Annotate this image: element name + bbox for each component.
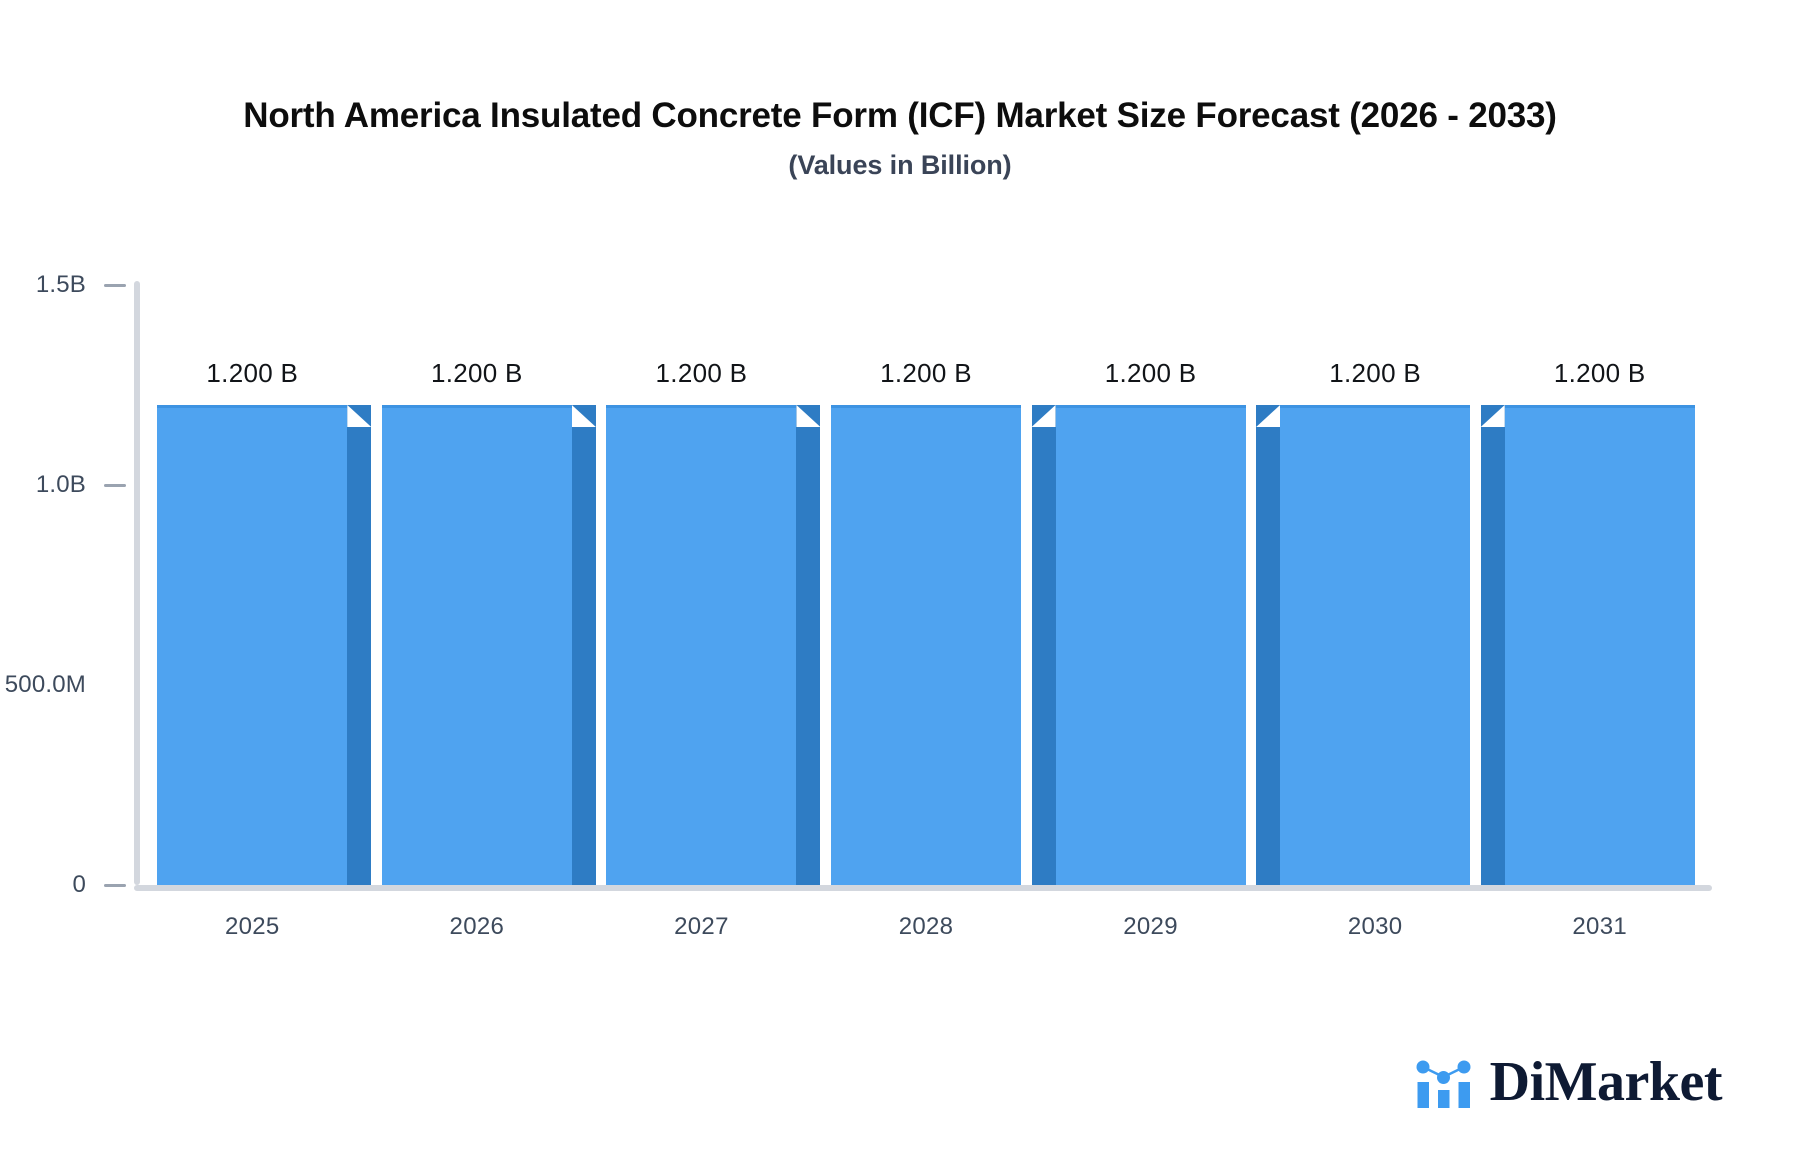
bar-depth-panel	[571, 405, 596, 885]
bar-value-label: 1.200 B	[1329, 358, 1421, 388]
y-axis-tick-dash	[104, 483, 126, 487]
bar-chart-trend-icon	[1416, 1060, 1471, 1108]
bar-depth-cap	[796, 405, 821, 427]
bar-slot: 1.200 B 2029	[1031, 285, 1246, 940]
bar-depth-panel	[796, 405, 821, 885]
bar-slot: 1.200 B 2026	[381, 285, 596, 940]
logo-wordmark: DiMarket	[1489, 1051, 1723, 1113]
bar-2025[interactable]: 1.200 B	[157, 358, 372, 885]
plot-area: 0 500.0M 1.0B 1.5B 1.200 B 2025 1.200 B 2026 1.…	[5, 271, 1712, 940]
bar-value-label: 1.200 B	[206, 358, 299, 388]
x-axis-line	[134, 885, 1712, 891]
bar-2030[interactable]: 1.200 B	[1256, 358, 1471, 885]
x-axis-tick-label: 2030	[1347, 913, 1403, 940]
bar-slot: 1.200 B 2028	[831, 285, 1021, 940]
y-axis-tick-label: 1.0B	[35, 471, 86, 498]
bar-face	[1504, 405, 1695, 885]
bar-depth-cap	[571, 405, 596, 427]
bar-depth-cap	[1256, 405, 1281, 427]
y-axis-tick: 1.0B	[36, 471, 140, 499]
x-axis-tick-label: 2031	[1572, 913, 1627, 940]
y-axis-tick: 1.5B	[36, 271, 140, 299]
bar-value-label: 1.200 B	[1104, 358, 1197, 388]
bar-face	[606, 405, 797, 885]
y-axis-tick-dash	[104, 883, 126, 887]
x-axis-tick-label: 2029	[1123, 913, 1178, 940]
bar-face	[1055, 405, 1246, 885]
bar-face	[157, 405, 348, 885]
bar-slot: 1.200 B 2031	[1480, 285, 1695, 940]
bar-depth-panel	[1480, 405, 1505, 885]
page-title: North America Insulated Concrete Form (I…	[243, 96, 1557, 135]
bar-depth-panel	[1031, 405, 1056, 885]
x-axis-tick-label: 2028	[898, 913, 954, 940]
bar-value-label: 1.200 B	[1553, 358, 1646, 388]
x-axis-tick-label: 2025	[224, 913, 280, 940]
y-axis-tick-dash	[104, 684, 126, 687]
brand-logo: DiMarket	[1414, 1050, 1723, 1114]
bar-2031[interactable]: 1.200 B	[1480, 358, 1695, 885]
chart-subtitle: (Values in Billion)	[788, 150, 1012, 181]
y-axis-tick-label: 500.0M	[4, 671, 86, 698]
bar-depth-cap	[1031, 405, 1056, 427]
y-axis-tick-label: 1.5B	[35, 271, 86, 298]
bar-depth-cap	[1480, 405, 1505, 427]
bar-slot: 1.200 B 2027	[606, 285, 821, 940]
bar-face	[381, 405, 572, 885]
bar-slot: 1.200 B 2030	[1256, 285, 1471, 940]
bar-value-label: 1.200 B	[880, 358, 972, 388]
x-axis-tick-label: 2027	[674, 913, 729, 940]
bar-2026[interactable]: 1.200 B	[381, 358, 596, 885]
bar-face	[831, 405, 1021, 885]
bar-2027[interactable]: 1.200 B	[606, 358, 821, 885]
bar-2028[interactable]: 1.200 B	[831, 358, 1021, 885]
y-axis-tick: 500.0M	[5, 671, 140, 699]
y-axis-tick: 0	[72, 871, 140, 899]
bar-slot: 1.200 B 2025	[157, 285, 372, 940]
bar-depth-cap	[347, 405, 372, 427]
y-axis-tick-label: 0	[72, 871, 86, 898]
y-axis-line	[134, 281, 140, 885]
bar-depth-panel	[1256, 405, 1281, 885]
bar-face	[1280, 405, 1471, 885]
bar-value-label: 1.200 B	[655, 358, 748, 388]
y-axis-tick-dash	[104, 283, 126, 287]
bar-value-label: 1.200 B	[430, 358, 523, 388]
bar-2029[interactable]: 1.200 B	[1031, 358, 1246, 885]
x-axis-tick-label: 2026	[449, 913, 505, 940]
chart-title-block: North America Insulated Concrete Form (I…	[0, 96, 1800, 181]
bar-depth-panel	[347, 405, 372, 885]
